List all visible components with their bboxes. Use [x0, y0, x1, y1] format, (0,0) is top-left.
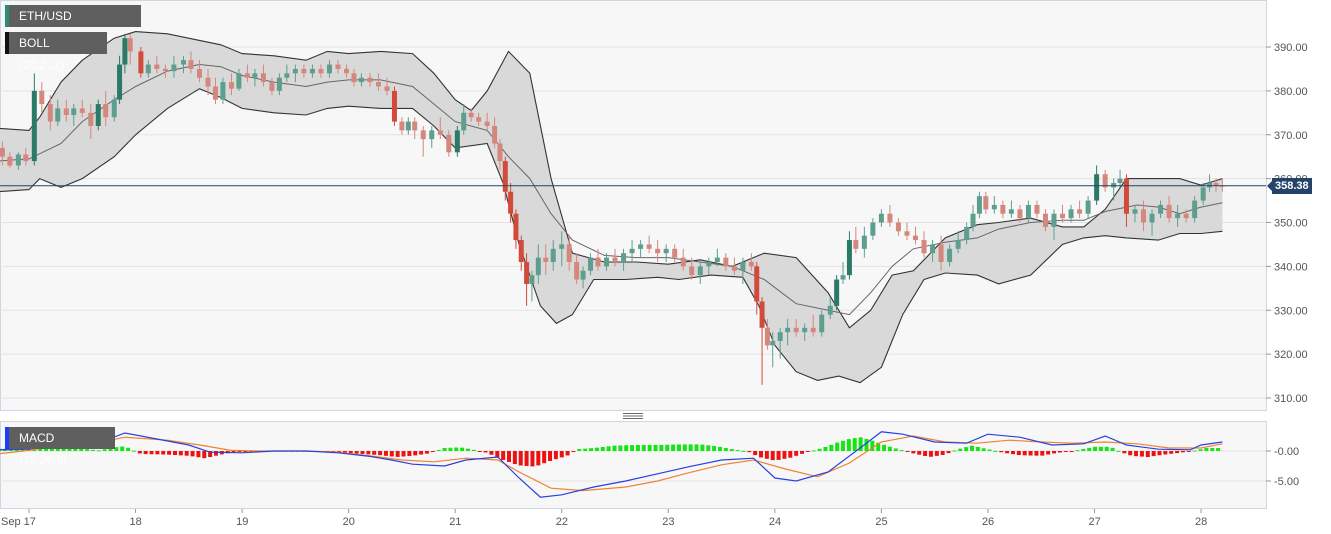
last-price-tag: 358.38	[1267, 177, 1312, 194]
svg-text:-0.00: -0.00	[1274, 446, 1299, 458]
drag-handle-icon[interactable]	[623, 413, 643, 419]
svg-text:21: 21	[449, 516, 461, 528]
price-axis: 390.00380.00370.00360.00350.00340.00330.…	[1266, 42, 1308, 405]
macd-legend-label: MACD (12,26,9)	[19, 431, 68, 467]
svg-text:28: 28	[1195, 516, 1207, 528]
svg-text:23: 23	[662, 516, 674, 528]
svg-text:380.00: 380.00	[1274, 86, 1308, 98]
macd-axis: -0.00 -5.00	[1266, 446, 1299, 488]
svg-text:19: 19	[236, 516, 248, 528]
svg-text:27: 27	[1089, 516, 1101, 528]
macd-lines	[0, 431, 1223, 498]
svg-text:25: 25	[875, 516, 887, 528]
symbol-color-marker	[5, 5, 9, 27]
symbol-legend[interactable]: ETH/USD (CoinBase)	[5, 5, 141, 45]
bollinger-legend-label: BOLL (20,2,-2)	[19, 36, 65, 72]
svg-text:20: 20	[343, 516, 355, 528]
svg-text:22: 22	[556, 516, 568, 528]
time-axis: Sep 17 18 19 20 21 22 23 24 25 26 27 28	[1, 509, 1207, 528]
bollinger-color-marker	[5, 32, 9, 54]
bollinger-legend[interactable]: BOLL (20,2,-2)	[5, 32, 107, 72]
svg-text:370.00: 370.00	[1274, 130, 1308, 142]
svg-text:26: 26	[982, 516, 994, 528]
last-price-value: 358.38	[1275, 179, 1309, 192]
svg-text:24: 24	[769, 516, 781, 528]
candlesticks	[0, 33, 1225, 385]
svg-text:390.00: 390.00	[1274, 42, 1308, 54]
svg-text:320.00: 320.00	[1274, 349, 1308, 361]
svg-text:330.00: 330.00	[1274, 305, 1308, 317]
svg-text:18: 18	[130, 516, 142, 528]
macd-legend[interactable]: MACD (12,26,9)	[5, 427, 115, 467]
svg-text:-5.00: -5.00	[1274, 476, 1299, 488]
svg-text:310.00: 310.00	[1274, 393, 1308, 405]
svg-text:350.00: 350.00	[1274, 218, 1308, 230]
macd-color-marker	[5, 427, 9, 449]
macd-plot-area[interactable]	[0, 421, 1267, 509]
svg-text:Sep 17: Sep 17	[1, 516, 36, 528]
svg-text:340.00: 340.00	[1274, 261, 1308, 273]
